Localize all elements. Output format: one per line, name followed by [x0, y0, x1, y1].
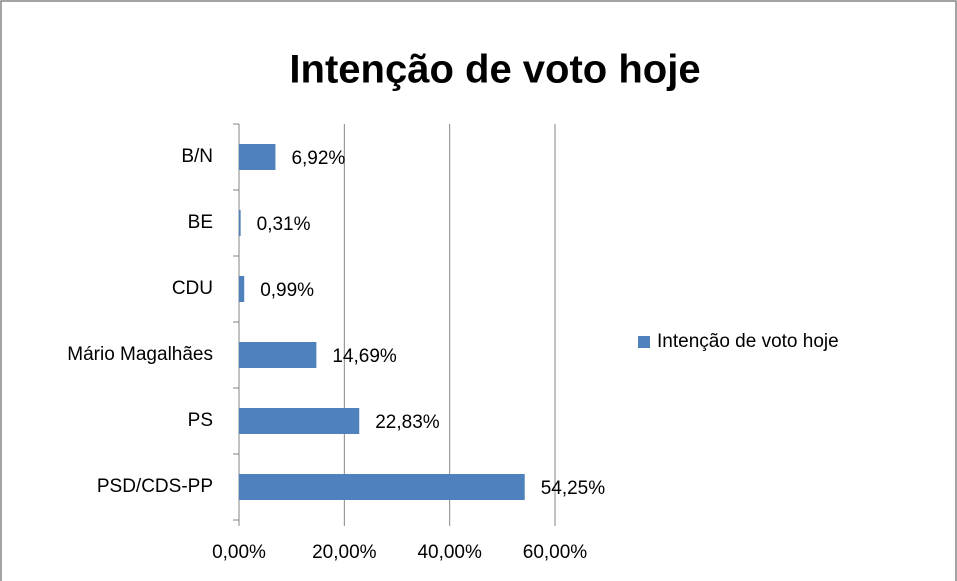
bar: [239, 342, 317, 368]
bar: [239, 210, 241, 236]
x-tick-label: 20,00%: [312, 542, 377, 563]
y-tick-label: B/N: [181, 146, 213, 167]
bar: [239, 144, 276, 170]
chart-title: Intenção de voto hoje: [289, 48, 700, 92]
x-tick-label: 0,00%: [212, 542, 266, 563]
legend-label: Intenção de voto hoje: [657, 331, 839, 352]
bar: [239, 276, 245, 302]
data-label: 54,25%: [541, 478, 606, 499]
y-tick-label: CDU: [172, 278, 213, 299]
data-label: 6,92%: [291, 148, 345, 169]
legend-swatch: [638, 336, 650, 348]
data-label: 0,99%: [260, 280, 314, 301]
y-tick-label: PS: [188, 410, 213, 431]
x-tick-label: 40,00%: [417, 542, 482, 563]
data-label: 0,31%: [257, 214, 311, 235]
x-tick-label: 60,00%: [523, 542, 588, 563]
y-tick-label: PSD/CDS-PP: [97, 476, 213, 497]
data-label: 22,83%: [375, 412, 440, 433]
y-tick-label: Mário Magalhães: [67, 344, 213, 365]
data-label: 14,69%: [332, 346, 397, 367]
bar: [239, 408, 360, 434]
bar: [239, 474, 525, 500]
y-tick-label: BE: [188, 212, 213, 233]
